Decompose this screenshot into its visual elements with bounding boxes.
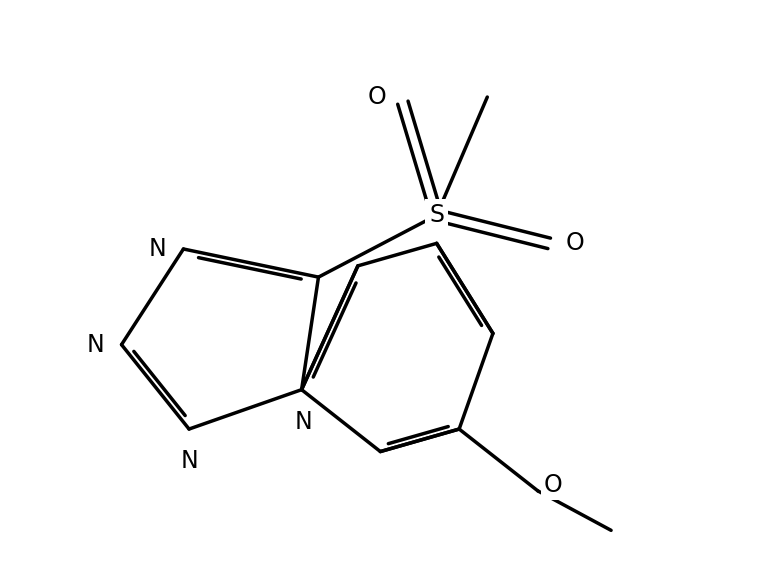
- Text: O: O: [543, 473, 562, 497]
- Text: N: N: [149, 237, 167, 261]
- Text: N: N: [295, 410, 313, 434]
- Text: N: N: [180, 449, 198, 473]
- Text: O: O: [367, 85, 386, 109]
- Text: S: S: [429, 203, 444, 227]
- Text: N: N: [87, 333, 105, 357]
- Text: O: O: [566, 231, 585, 255]
